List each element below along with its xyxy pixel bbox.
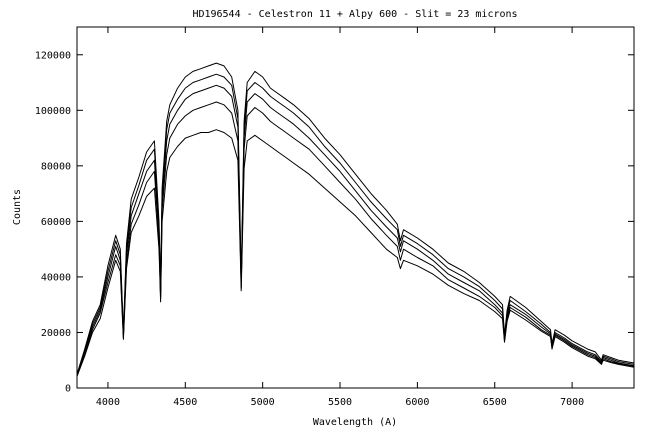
x-tick-label: 5500 <box>328 397 352 408</box>
y-tick-label: 40000 <box>41 272 71 283</box>
y-tick-label: 20000 <box>41 328 71 339</box>
spectrum-series-5 <box>76 129 635 377</box>
plot-border <box>76 26 635 389</box>
y-tick-label: 80000 <box>41 161 71 172</box>
x-tick-label: 6000 <box>405 397 429 408</box>
x-tick-label: 7000 <box>560 397 584 408</box>
spectra-series-group <box>76 62 635 377</box>
spectrum-series-4 <box>76 101 635 376</box>
x-axis-ticks: 4000 4500 5000 5500 6000 6500 7000 <box>96 27 584 408</box>
plot-frame <box>76 26 635 389</box>
y-axis-label: Counts <box>12 189 23 225</box>
x-tick-label: 4000 <box>96 397 120 408</box>
x-axis-label: Wavelength (A) <box>313 417 397 428</box>
y-tick-label: 120000 <box>35 50 71 61</box>
x-tick-label: 5000 <box>251 397 275 408</box>
y-tick-label: 60000 <box>41 217 71 228</box>
y-tick-label: 100000 <box>35 106 71 117</box>
chart-title: HD196544 - Celestron 11 + Alpy 600 - Sli… <box>192 9 517 20</box>
y-tick-label: 0 <box>65 384 71 395</box>
spectrum-series-3 <box>76 84 635 376</box>
x-tick-label: 6500 <box>483 397 507 408</box>
x-tick-label: 4500 <box>173 397 197 408</box>
spectrum-series-2 <box>76 73 635 375</box>
y-axis-ticks: 0 20000 40000 60000 80000 100000 120000 <box>35 50 634 395</box>
spectrum-series-1 <box>76 62 635 375</box>
